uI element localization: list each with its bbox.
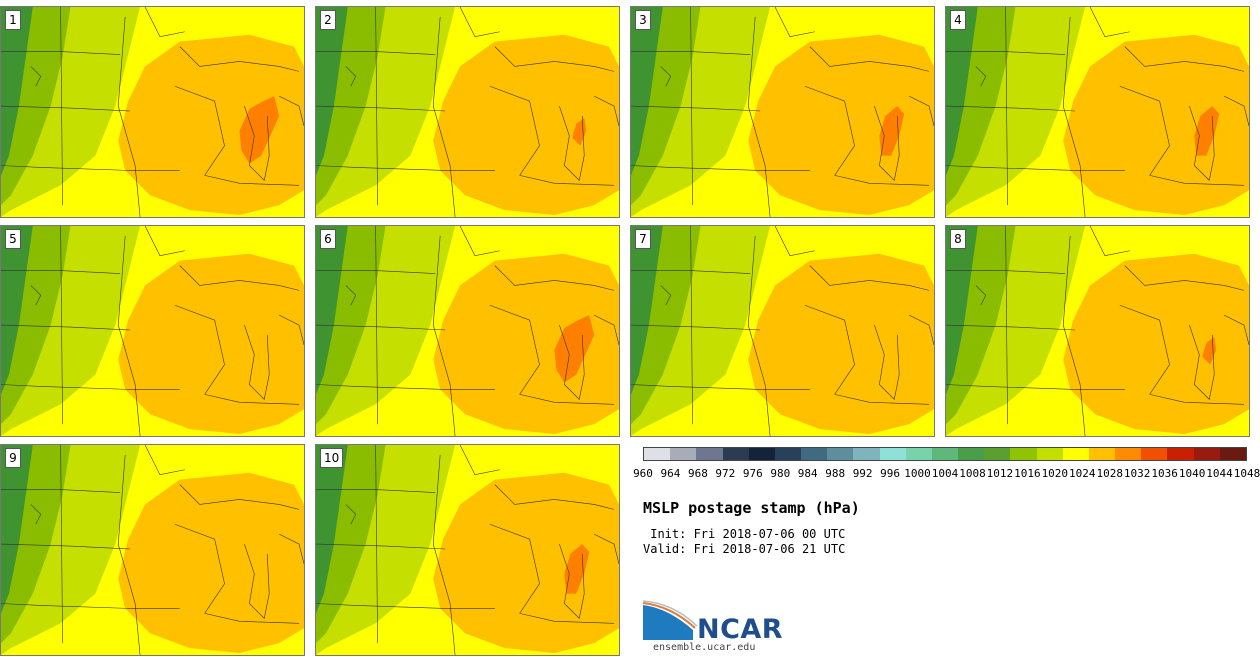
colorbar-swatch <box>748 448 775 460</box>
ensemble-url: ensemble.ucar.edu <box>653 642 756 653</box>
colorbar-tick-label: 1036 <box>1151 467 1178 480</box>
panel-member-label: 5 <box>5 229 21 249</box>
colorbar-tick-label: 996 <box>880 467 901 480</box>
colorbar-tick-label: 1020 <box>1041 467 1069 480</box>
ensemble-member-panel: 3 <box>630 6 935 218</box>
colorbar-tick-label: 992 <box>852 467 873 480</box>
colorbar-swatch <box>905 448 932 460</box>
panel-member-label: 8 <box>950 229 966 249</box>
panel-member-label: 2 <box>320 10 336 30</box>
colorbar-tick-label: 964 <box>660 467 681 480</box>
mslp-map <box>316 445 619 655</box>
colorbar <box>643 447 1247 461</box>
colorbar-tick-label: 1024 <box>1069 467 1096 480</box>
panel-member-label: 7 <box>635 229 651 249</box>
colorbar-tick-label: 976 <box>742 467 763 480</box>
mslp-map <box>1 445 304 655</box>
colorbar-swatch <box>1062 448 1089 460</box>
colorbar-tick-label: 980 <box>770 467 791 480</box>
colorbar-tick-label: 960 <box>633 467 653 480</box>
colorbar-tick-label: 1048 <box>1233 467 1260 480</box>
panel-member-label: 1 <box>5 10 21 30</box>
ensemble-member-panel: 2 <box>315 6 620 218</box>
colorbar-swatch <box>696 448 723 460</box>
ncar-logo-text: NCAR <box>697 614 784 645</box>
colorbar-swatch <box>1115 448 1142 460</box>
colorbar-swatch <box>1088 448 1116 460</box>
colorbar-tick-label: 968 <box>687 467 708 480</box>
colorbar-tick-label: 1028 <box>1096 467 1123 480</box>
colorbar-swatch <box>879 448 906 460</box>
colorbar-swatch <box>1036 448 1063 460</box>
panel-member-label: 4 <box>950 10 966 30</box>
colorbar-tick-label: 1004 <box>931 467 959 480</box>
colorbar-swatch <box>774 448 802 460</box>
colorbar-tick-label: 972 <box>715 467 736 480</box>
colorbar-tick-label: 1000 <box>904 467 931 480</box>
colorbar-swatch <box>1193 448 1220 460</box>
colorbar-swatch <box>722 448 749 460</box>
colorbar-swatch <box>984 448 1011 460</box>
ensemble-member-panel: 7 <box>630 225 935 437</box>
colorbar-tick-label: 1016 <box>1014 467 1041 480</box>
colorbar-swatch <box>1219 448 1246 460</box>
ensemble-member-panel: 4 <box>945 6 1250 218</box>
colorbar-swatch <box>801 448 828 460</box>
colorbar-tick-label: 1012 <box>986 467 1014 480</box>
colorbar-tick-labels: 960 964 968 972 976 980 984 988 992 996 1000 1004 10… <box>633 467 1260 481</box>
colorbar-tick-label: 1032 <box>1123 467 1151 480</box>
mslp-map <box>1 7 304 217</box>
panel-member-label: 10 <box>320 448 344 468</box>
ncar-logo-icon <box>643 600 698 640</box>
colorbar-swatch <box>1167 448 1194 460</box>
mslp-map <box>631 226 934 436</box>
ensemble-member-panel: 8 <box>945 225 1250 437</box>
colorbar-tick-label: 1040 <box>1178 467 1206 480</box>
colorbar-swatch <box>827 448 854 460</box>
ensemble-member-panel: 6 <box>315 225 620 437</box>
colorbar-swatch <box>670 448 697 460</box>
colorbar-swatch <box>853 448 880 460</box>
panel-member-label: 3 <box>635 10 651 30</box>
panel-member-label: 9 <box>5 448 21 468</box>
panel-member-label: 6 <box>320 229 336 249</box>
colorbar-swatch <box>1010 448 1037 460</box>
colorbar-tick-label: 1008 <box>959 467 986 480</box>
colorbar-tick-label: 1044 <box>1206 467 1233 480</box>
colorbar-swatch <box>931 448 959 460</box>
mslp-map <box>946 226 1249 436</box>
mslp-map <box>946 7 1249 217</box>
plot-title: MSLP postage stamp (hPa) <box>643 499 860 517</box>
mslp-map <box>316 226 619 436</box>
ensemble-member-panel: 1 <box>0 6 305 218</box>
colorbar-tick-label: 988 <box>825 467 846 480</box>
ensemble-member-panel: 9 <box>0 444 305 656</box>
mslp-map <box>316 7 619 217</box>
init-time: Init: Fri 2018-07-06 00 UTC <box>643 527 846 541</box>
colorbar-swatch <box>644 448 671 460</box>
colorbar-tick-label: 984 <box>797 467 818 480</box>
mslp-map <box>1 226 304 436</box>
valid-time: Valid: Fri 2018-07-06 21 UTC <box>643 542 846 556</box>
colorbar-swatch <box>1141 448 1168 460</box>
mslp-map <box>631 7 934 217</box>
ensemble-member-panel: 10 <box>315 444 620 656</box>
ensemble-member-panel: 5 <box>0 225 305 437</box>
colorbar-swatch <box>958 448 985 460</box>
